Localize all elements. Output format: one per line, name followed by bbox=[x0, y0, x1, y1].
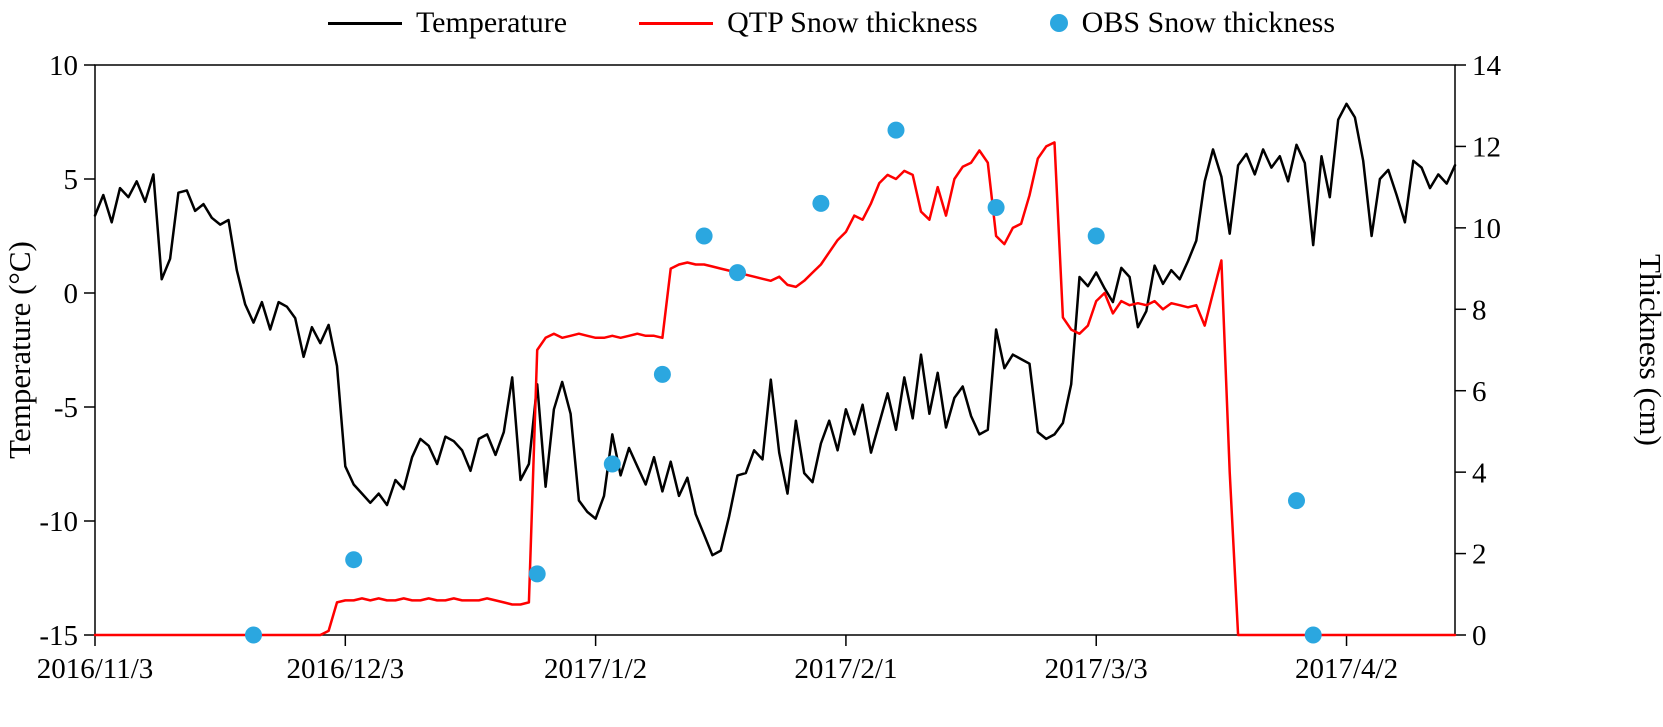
temperature-series-line bbox=[93, 102, 1457, 557]
legend-item-obs-snow: OBS Snow thickness bbox=[1049, 6, 1336, 40]
legend-label-qtp-snow: QTP Snow thickness bbox=[727, 6, 978, 39]
x-axis-tick-label: 2017/3/3 bbox=[1045, 653, 1148, 685]
right-axis-tick-label: 14 bbox=[1472, 50, 1502, 82]
obs-snow-point bbox=[603, 455, 621, 473]
x-axis-tick-label: 2017/1/2 bbox=[544, 653, 647, 685]
obs-snow-point bbox=[245, 626, 262, 644]
obs-snow-point bbox=[1087, 227, 1105, 245]
right-axis-tick-label: 0 bbox=[1472, 620, 1487, 652]
x-axis-tick-label: 2016/11/3 bbox=[37, 653, 154, 685]
right-axis-tick-label: 8 bbox=[1472, 294, 1487, 326]
legend-item-qtp-snow: QTP Snow thickness bbox=[639, 6, 978, 40]
x-axis-tick-label: 2016/12/3 bbox=[286, 653, 404, 685]
legend-label-obs-snow: OBS Snow thickness bbox=[1081, 6, 1336, 39]
legend-label-temperature: Temperature bbox=[415, 6, 568, 39]
obs-snow-point bbox=[1288, 492, 1305, 510]
right-axis-title: Thickness (cm) bbox=[1633, 254, 1663, 446]
right-axis-tick-label: 2 bbox=[1472, 539, 1487, 571]
legend-item-temperature: Temperature bbox=[327, 6, 568, 40]
left-axis-tick-label: -10 bbox=[39, 506, 78, 538]
plot-border bbox=[94, 64, 1456, 636]
left-axis-tick-label: -15 bbox=[39, 620, 78, 652]
right-axis-tick-label: 10 bbox=[1472, 213, 1501, 245]
obs-snow-point bbox=[653, 365, 671, 383]
obs-snow-point bbox=[345, 551, 363, 569]
obs-snow-dot-swatch bbox=[1049, 14, 1068, 32]
obs-snow-point bbox=[695, 227, 713, 245]
left-axis-title: Temperature (°C) bbox=[2, 241, 37, 459]
right-axis-tick-label: 6 bbox=[1472, 376, 1487, 408]
obs-snow-point bbox=[812, 194, 830, 212]
obs-snow-point bbox=[729, 264, 746, 282]
qtp-snow-series-line bbox=[93, 141, 1457, 637]
right-axis-tick-label: 12 bbox=[1472, 132, 1501, 164]
left-axis-tick-label: 0 bbox=[64, 278, 79, 310]
temperature-line-swatch bbox=[327, 21, 402, 25]
obs-snow-point bbox=[1304, 626, 1322, 644]
chart-legend: Temperature QTP Snow thickness OBS Snow … bbox=[0, 0, 1663, 46]
x-axis-tick-label: 2017/2/1 bbox=[794, 653, 897, 685]
obs-snow-point bbox=[887, 121, 905, 139]
obs-snow-point bbox=[528, 565, 546, 583]
left-axis-tick-label: 10 bbox=[49, 50, 78, 82]
left-axis-tick-label: -5 bbox=[54, 392, 78, 424]
obs-snow-point bbox=[987, 199, 1005, 216]
x-axis-tick-label: 2017/4/2 bbox=[1295, 653, 1398, 685]
left-axis-tick-label: 5 bbox=[64, 164, 79, 196]
qtp-snow-line-swatch bbox=[639, 21, 714, 25]
right-axis-tick-label: 4 bbox=[1472, 457, 1487, 489]
